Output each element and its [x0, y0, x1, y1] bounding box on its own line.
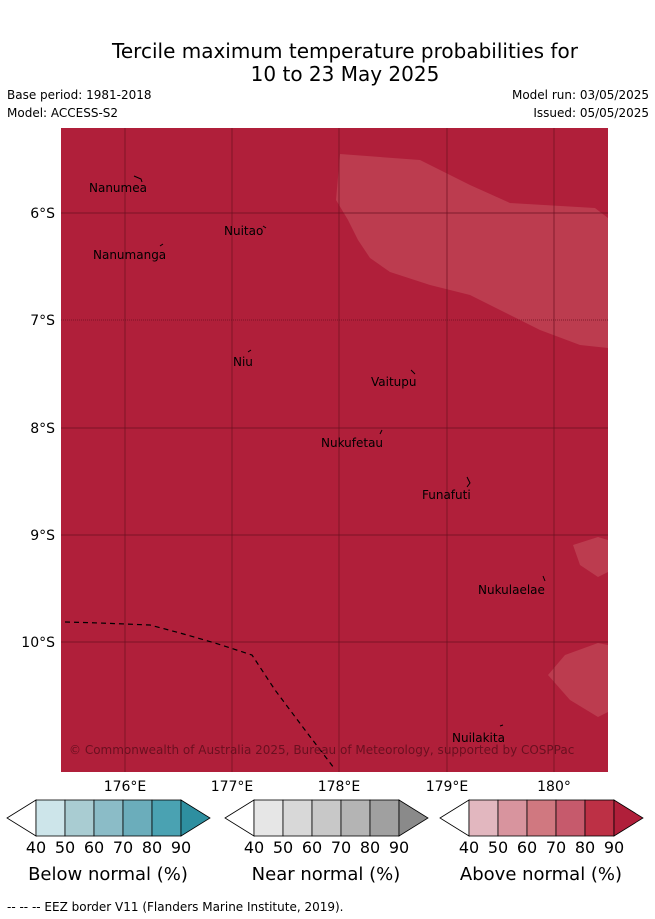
place-label-vaitupu: Vaitupu — [371, 375, 417, 389]
lat-label-6s: 6°S — [30, 206, 55, 222]
lower-probability-region — [548, 643, 608, 717]
place-label-nuilakita: Nuilakita — [452, 731, 505, 745]
model-name: Model: ACCESS-S2 — [7, 106, 119, 120]
lon-label-180: 180° — [537, 779, 571, 795]
colorbar-tick-label: 40 — [26, 838, 46, 857]
colorbar-segment — [93, 799, 124, 837]
lat-label-8s: 8°S — [30, 421, 55, 437]
island-nuilakita-shape — [499, 724, 504, 727]
lower-probability-region — [336, 154, 608, 348]
colorbar-tick-label: 90 — [171, 838, 191, 857]
colorbar-segment — [468, 799, 499, 837]
issued-date: Issued: 05/05/2025 — [533, 106, 649, 120]
colorbar-segment — [340, 799, 371, 837]
colorbar-segment — [369, 799, 400, 837]
island-nukulaelae-shape — [542, 575, 546, 582]
colorbar-tick-label: 40 — [459, 838, 479, 857]
lon-label-179e: 179°E — [426, 779, 469, 795]
colorbar-max-extension — [180, 799, 211, 837]
colorbar-segment — [64, 799, 95, 837]
colorbar-below-normal: 40 50 60 70 80 90 — [6, 799, 211, 857]
colorbar-min-extension — [224, 799, 255, 837]
lon-label-178e: 178°E — [318, 779, 361, 795]
colorbar-segment — [584, 799, 615, 837]
lower-probability-region — [573, 537, 608, 577]
lat-label-10s: 10°S — [21, 635, 55, 651]
islands — [133, 175, 546, 727]
colorbar-tick-label: 40 — [244, 838, 264, 857]
colorbar-segment — [311, 799, 342, 837]
place-label-nukufetau: Nukufetau — [321, 436, 383, 450]
colorbar-label-below: Below normal (%) — [28, 864, 188, 885]
title-line-2: 10 to 23 May 2025 — [250, 62, 440, 86]
island-nukufetau-shape — [379, 429, 383, 435]
colorbar-tick-label: 60 — [84, 838, 104, 857]
island-niu-shape — [247, 349, 252, 353]
place-label-nukulaelae: Nukulaelae — [478, 583, 545, 597]
lat-label-7s: 7°S — [30, 313, 55, 329]
colorbar-tick-label: 50 — [273, 838, 293, 857]
colorbar-tick-label: 70 — [113, 838, 133, 857]
colorbar-above-normal: 40 50 60 70 80 90 — [439, 799, 644, 857]
colorbar-segment — [253, 799, 284, 837]
lat-label-9s: 9°S — [30, 528, 55, 544]
title-line-1: Tercile maximum temperature probabilitie… — [112, 39, 578, 63]
colorbar-tick-label: 60 — [517, 838, 537, 857]
colorbar-tick-label: 70 — [331, 838, 351, 857]
lon-label-176e: 176°E — [104, 779, 147, 795]
colorbar-tick-label: 60 — [302, 838, 322, 857]
place-label-nuitao: Nuitao — [224, 224, 263, 238]
colorbar-tick-label: 80 — [575, 838, 595, 857]
map-grid — [61, 128, 608, 772]
place-label-nanumea: Nanumea — [89, 181, 147, 195]
model-run: Model run: 03/05/2025 — [511, 88, 649, 102]
colorbar-tick-label: 70 — [546, 838, 566, 857]
colorbar-segment — [497, 799, 528, 837]
copyright-notice: © Commonwealth of Australia 2025, Bureau… — [69, 743, 574, 757]
colorbar-min-extension — [439, 799, 470, 837]
colorbar-tick-label: 90 — [604, 838, 624, 857]
colorbar-segment — [35, 799, 66, 837]
base-period: Base period: 1981-2018 — [7, 88, 152, 102]
island-nanumanga-shape — [159, 243, 164, 247]
island-nanumea-shape — [133, 175, 143, 183]
place-label-niu: Niu — [233, 355, 253, 369]
colorbar-segment — [555, 799, 586, 837]
eez-border-note: -- -- -- EEZ border V11 (Flanders Marine… — [7, 900, 344, 914]
colorbar-tick-label: 80 — [360, 838, 380, 857]
place-label-nanumanga: Nanumanga — [93, 248, 166, 262]
island-vaitupu-shape — [410, 369, 416, 375]
colorbar-near-normal: 40 50 60 70 80 90 — [224, 799, 429, 857]
colorbar-max-extension — [613, 799, 644, 837]
colorbar-segment — [122, 799, 153, 837]
colorbar-tick-label: 80 — [142, 838, 162, 857]
chart-title: Tercile maximum temperature probabilitie… — [0, 40, 655, 86]
place-label-funafuti: Funafuti — [422, 488, 471, 502]
colorbar-segment — [282, 799, 313, 837]
colorbar-max-extension — [398, 799, 429, 837]
colorbar-segment — [526, 799, 557, 837]
island-nuitao-shape — [262, 225, 267, 229]
colorbar-min-extension — [6, 799, 37, 837]
lon-label-177e: 177°E — [211, 779, 254, 795]
colorbar-label-above: Above normal (%) — [460, 864, 622, 885]
island-funafuti-shape — [466, 476, 471, 488]
colorbar-label-near: Near normal (%) — [252, 864, 401, 885]
colorbar-tick-label: 50 — [488, 838, 508, 857]
colorbar-tick-label: 50 — [55, 838, 75, 857]
colorbar-segment — [151, 799, 182, 837]
colorbar-tick-label: 90 — [389, 838, 409, 857]
